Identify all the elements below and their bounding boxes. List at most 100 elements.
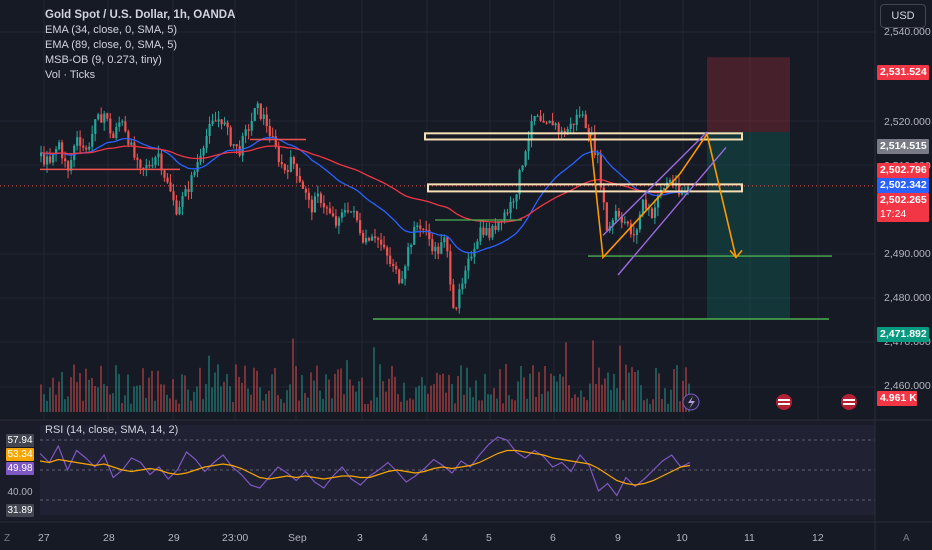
volume-bar: [127, 374, 129, 412]
volume-bar: [646, 398, 648, 412]
volume-bar: [124, 395, 126, 412]
volume-bar: [214, 372, 216, 412]
candle-body: [118, 122, 121, 127]
volume-bar: [283, 402, 285, 412]
x-tick: 3: [357, 532, 363, 544]
volume-bar: [100, 365, 102, 412]
x-tick: 12: [812, 532, 824, 544]
volume-bar: [184, 375, 186, 412]
candle-body: [241, 135, 244, 156]
volume-bar: [85, 368, 87, 412]
volume-bar: [130, 403, 132, 412]
volume-bar: [514, 400, 516, 412]
candle-body: [476, 241, 479, 249]
legend-volume[interactable]: Vol · Ticks: [45, 69, 96, 81]
event-icons[interactable]: [682, 393, 857, 411]
auto-scale-button[interactable]: A: [903, 533, 910, 544]
user-drawings[interactable]: [40, 131, 832, 320]
volume-bar: [250, 394, 252, 412]
volume-bar: [295, 366, 297, 412]
candle-body: [536, 115, 539, 117]
candle-body: [425, 229, 428, 231]
y-tick: 2,490.000: [884, 248, 931, 260]
candle-body: [304, 188, 308, 193]
rsi-level-tag: 57.94: [6, 434, 34, 447]
candle-body: [503, 212, 506, 222]
volume-bar: [49, 387, 51, 412]
candle-body: [208, 123, 211, 136]
legend-msb-ob[interactable]: MSB-OB (9, 0.273, tiny): [45, 54, 162, 66]
candle-body: [488, 228, 491, 238]
candle-body: [103, 113, 106, 123]
volume-bar: [553, 375, 555, 412]
rsi-ma-line: [39, 449, 691, 486]
candle-body: [539, 115, 542, 121]
volume-bar: [466, 367, 468, 412]
volume-bar: [577, 397, 579, 412]
candle-body: [163, 170, 166, 178]
candle-body: [268, 126, 271, 137]
candle-body: [461, 283, 464, 290]
x-tick: 6: [550, 532, 556, 544]
volume-bar: [67, 396, 69, 412]
volume-bar: [559, 373, 561, 412]
candle-body: [377, 238, 380, 240]
volume-bar: [289, 384, 291, 412]
volume-bar: [379, 364, 381, 412]
volume-bar: [439, 374, 441, 412]
volume-bar: [571, 398, 573, 412]
volume-bar: [106, 385, 108, 412]
legend-ema34[interactable]: EMA (34, close, 0, SMA, 5): [45, 24, 178, 36]
short-position-tool[interactable]: [707, 57, 790, 320]
candle-body: [178, 206, 181, 215]
candle-body: [52, 154, 55, 163]
volume-bar: [487, 394, 489, 412]
volume-bar: [202, 399, 204, 412]
volume-bar: [133, 386, 135, 412]
volume-bar: [535, 396, 537, 412]
volume-bar: [199, 367, 201, 412]
candle-body: [572, 123, 575, 125]
volume-bar: [433, 384, 435, 412]
projection-path: [589, 132, 737, 260]
candle-body: [569, 123, 572, 130]
legend-ema89[interactable]: EMA (89, close, 0, SMA, 5): [45, 39, 178, 51]
volume-bar: [682, 380, 684, 412]
volume-bar: [205, 384, 207, 412]
candle-body: [277, 146, 280, 163]
volume-bar: [79, 373, 81, 412]
candle-body: [404, 266, 407, 279]
rsi-level-40: 40.00: [7, 487, 33, 498]
candle-body: [127, 131, 130, 145]
volume-bar: [661, 399, 663, 412]
candle-body: [530, 121, 533, 140]
zoom-button[interactable]: Z: [4, 533, 11, 544]
candle-body: [259, 103, 262, 119]
candle-body: [416, 225, 419, 227]
volume-bar: [58, 381, 60, 412]
flag-stripe: [778, 399, 790, 401]
volume-bar: [676, 365, 678, 412]
volume-bar: [388, 378, 390, 412]
volume-bar: [382, 381, 384, 412]
candle-body: [205, 135, 208, 148]
currency-button[interactable]: USD: [880, 4, 926, 28]
x-tick: 29: [168, 532, 180, 544]
candle-body: [193, 171, 196, 176]
candle-body: [244, 129, 247, 136]
x-tick: Sep: [288, 532, 307, 544]
volume-bar: [490, 394, 492, 412]
candle-body: [85, 147, 88, 150]
candle-body: [557, 123, 560, 132]
candle-body: [518, 169, 521, 195]
rsi-legend[interactable]: RSI (14, close, SMA, 14, 2): [45, 424, 179, 436]
symbol-title[interactable]: Gold Spot / U.S. Dollar, 1h, OANDA: [45, 9, 236, 21]
candle-body: [49, 156, 52, 163]
candle-body: [328, 208, 332, 214]
volume-bar: [619, 345, 621, 412]
candle-body: [437, 246, 440, 254]
candle-body: [229, 127, 232, 146]
volume-bar: [112, 393, 114, 412]
volume-bar: [631, 367, 633, 412]
